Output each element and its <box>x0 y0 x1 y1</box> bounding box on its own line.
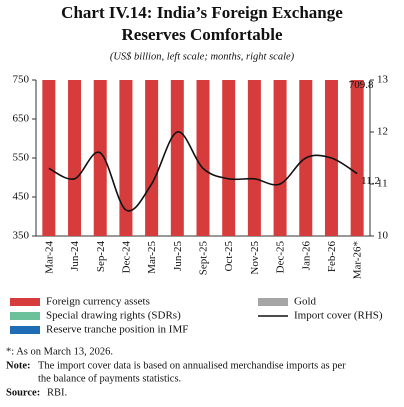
legend-label: Import cover (RHS) <box>294 310 383 322</box>
x-tick-label: Dec-25 <box>275 241 287 274</box>
source-label: Source: <box>6 387 40 398</box>
legend-label: Special drawing rights (SDRs) <box>46 310 181 322</box>
bar-segment <box>273 80 287 236</box>
y2-tick-label: 10 <box>377 230 389 242</box>
bar-segment <box>93 80 107 236</box>
bar-segment <box>145 80 159 236</box>
y-tick-label: 650 <box>13 113 30 125</box>
footnote: *: As on March 13, 2026. <box>6 346 113 357</box>
legend-swatch <box>10 326 40 334</box>
x-tick-label: Jan-26 <box>300 241 312 271</box>
note: The import cover data is based on annual… <box>38 360 346 371</box>
legend-label: Gold <box>294 296 317 308</box>
x-tick-label: Jun-24 <box>69 241 81 271</box>
total-label: 709.8 <box>349 79 374 91</box>
x-tick-label: Sept-25 <box>198 241 210 276</box>
chart-subtitle: (US$ billion, left scale; months, right … <box>110 51 295 62</box>
x-tick-label: Dec-24 <box>120 241 132 274</box>
note: the balance of payments statistics. <box>38 373 181 384</box>
bar-segment <box>222 80 236 236</box>
chart-title: Reserves Comfortable <box>122 25 283 44</box>
bar-segment <box>119 80 133 236</box>
legend-label: Reserve tranche position in IMF <box>46 324 188 336</box>
bar-segment <box>170 80 184 236</box>
y-tick-label: 450 <box>13 191 30 203</box>
y2-tick-label: 11 <box>377 178 388 190</box>
x-tick-label: Sep-24 <box>95 241 107 273</box>
x-tick-label: Mar-24 <box>43 241 55 274</box>
legend-swatch <box>258 298 288 306</box>
x-tick-label: Feb-26 <box>326 241 338 273</box>
note-label: Note: <box>6 360 31 371</box>
y2-tick-label: 13 <box>377 74 389 86</box>
legend-swatch <box>10 312 40 320</box>
chart-title: Chart IV.14: India’s Foreign Exchange <box>61 3 343 22</box>
bar-segment <box>350 80 364 236</box>
y2-tick-label: 12 <box>377 126 388 138</box>
y-tick-label: 350 <box>13 230 30 242</box>
y-tick-label: 750 <box>13 74 30 86</box>
source: RBI. <box>47 387 67 398</box>
legend-label: Foreign currency assets <box>46 296 150 308</box>
x-tick-label: Oct-25 <box>223 241 235 272</box>
data-label: 11.2 <box>361 175 380 187</box>
x-tick-label: Mar-26* <box>352 241 364 279</box>
x-tick-label: Nov-25 <box>249 241 261 275</box>
x-tick-label: Jun-25 <box>172 241 184 271</box>
bar-segment <box>68 80 82 236</box>
y-tick-label: 550 <box>13 152 30 164</box>
line <box>48 131 358 212</box>
legend-swatch <box>10 298 40 306</box>
bar-segment <box>247 80 261 236</box>
x-tick-label: Mar-25 <box>146 241 158 274</box>
bar-segment <box>42 80 56 236</box>
bar-segment <box>196 80 210 236</box>
